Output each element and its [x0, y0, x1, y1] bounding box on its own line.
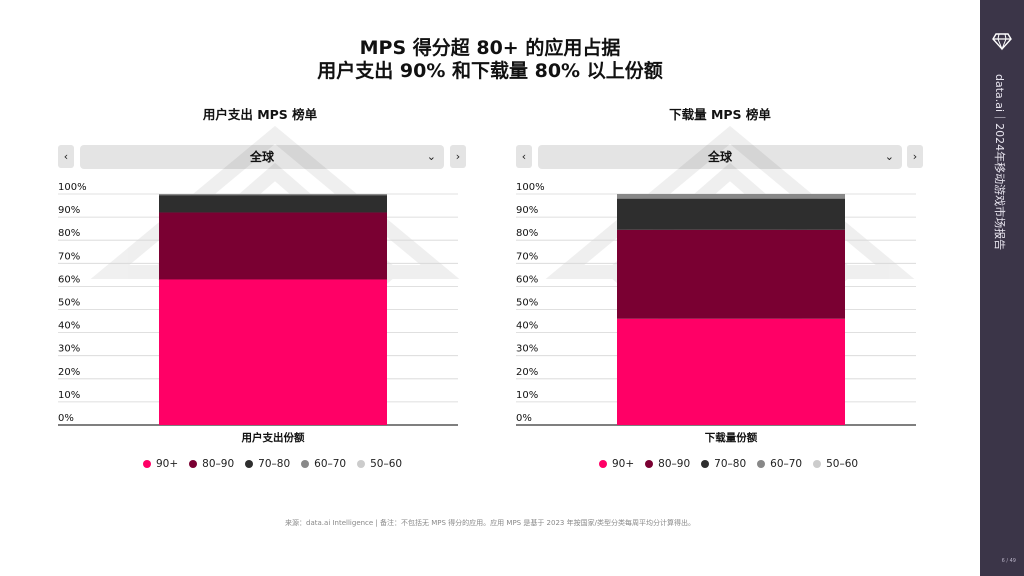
- y-tick-label: 30%: [58, 344, 80, 355]
- y-tick-label: 90%: [58, 205, 80, 216]
- legend-item: 80–90: [189, 458, 234, 470]
- legend-dot-icon: [245, 460, 254, 468]
- legend-label: 60–70: [314, 458, 347, 470]
- legend-label: 80–90: [202, 458, 235, 470]
- left-chart-title: 用户支出 MPS 榜单: [202, 107, 318, 122]
- sidebar-brand-text: data.ai｜2024年移动游戏市场报告: [993, 74, 1006, 251]
- y-tick-label: 100%: [516, 182, 545, 193]
- left-next-button[interactable]: ›: [450, 145, 466, 168]
- left-dropdown-value: 全球: [249, 150, 274, 164]
- y-tick-label: 50%: [58, 298, 80, 309]
- right-legend: 90+ 80–90 70–80 60–70 50–60: [599, 458, 869, 470]
- legend-dot-icon: [701, 460, 710, 468]
- right-prev-button[interactable]: ‹: [516, 145, 532, 168]
- legend-label: 50–60: [826, 458, 859, 470]
- y-tick-label: 0%: [516, 413, 532, 424]
- bar-segment-80–90: [617, 229, 845, 319]
- x-category-label: 下载量份额: [705, 431, 758, 444]
- legend-item: 50–60: [357, 458, 402, 470]
- legend-label: 60–70: [770, 458, 803, 470]
- legend-label: 70–80: [258, 458, 291, 470]
- legend-item: 90+: [143, 458, 178, 470]
- y-tick-label: 60%: [58, 274, 80, 285]
- y-tick-label: 100%: [58, 182, 87, 193]
- legend-dot-icon: [599, 460, 607, 468]
- y-tick-label: 40%: [58, 321, 80, 332]
- chevron-down-icon: ⌄: [884, 150, 894, 163]
- legend-item: 70–80: [245, 458, 290, 470]
- y-tick-label: 10%: [516, 390, 538, 401]
- spending-chart: 0% 10% 20% 30% 40% 50% 60% 70% 80% 90% 100% 用户支出份额: [58, 182, 458, 444]
- page-number: 6 / 49: [1001, 558, 1016, 564]
- legend-label: 50–60: [370, 458, 403, 470]
- bar-segment-60–70: [617, 194, 845, 199]
- legend-dot-icon: [143, 460, 151, 468]
- y-tick-label: 40%: [516, 321, 538, 332]
- legend-label: 80–90: [658, 458, 691, 470]
- y-tick-label: 30%: [516, 344, 538, 355]
- footnote: 来源：data.ai Intelligence | 备注：不包括无 MPS 得分…: [285, 519, 695, 527]
- right-chart-title: 下载量 MPS 榜单: [669, 107, 771, 122]
- legend-dot-icon: [357, 460, 366, 468]
- legend-dot-icon: [189, 460, 198, 468]
- right-dropdown-value: 全球: [707, 150, 732, 164]
- legend-label: 70–80: [714, 458, 747, 470]
- y-tick-label: 80%: [58, 228, 80, 239]
- y-tick-label: 70%: [58, 251, 80, 262]
- y-tick-label: 50%: [516, 298, 538, 309]
- y-tick-label: 20%: [516, 367, 538, 378]
- bar-segment-70–80: [617, 198, 845, 230]
- legend-item: 70–80: [701, 458, 746, 470]
- y-tick-label: 20%: [58, 367, 80, 378]
- y-tick-label: 0%: [58, 413, 74, 424]
- bar-segment-80–90: [159, 212, 387, 280]
- diamond-logo-icon: [992, 33, 1012, 51]
- stacked-bar-charts: 0%10%20%30%40%50%60%70%80%90%100%用户支出份额 …: [58, 125, 916, 444]
- bar-segment-70–80: [159, 195, 387, 213]
- downloads-chart: 0% 10% 20% 30% 40% 50% 60% 70% 80% 90% 100% 下载量份额: [516, 182, 916, 444]
- legend-item: 80–90: [645, 458, 690, 470]
- left-prev-button[interactable]: ‹: [58, 145, 74, 168]
- legend-dot-icon: [813, 460, 822, 468]
- y-tick-label: 60%: [516, 274, 538, 285]
- y-tick-label: 80%: [516, 228, 538, 239]
- bar-segment-60–70: [159, 194, 387, 196]
- chevron-down-icon: ⌄: [426, 150, 436, 163]
- legend-item: 50–60: [813, 458, 858, 470]
- left-legend: 90+ 80–90 70–80 60–70 50–60: [143, 458, 413, 470]
- right-region-dropdown[interactable]: 全球 ⌄: [538, 145, 902, 169]
- left-region-dropdown[interactable]: 全球 ⌄: [80, 145, 444, 169]
- legend-label: 90+: [156, 458, 179, 470]
- legend-item: 90+: [599, 458, 634, 470]
- legend-dot-icon: [757, 460, 766, 468]
- page-title-line1: MPS 得分超 80+ 的应用占据: [359, 37, 621, 59]
- page-title-line2: 用户支出 90% 和下载量 80% 以上份额: [317, 60, 663, 82]
- bar-segment-90+: [159, 279, 387, 425]
- y-tick-label: 10%: [58, 390, 80, 401]
- legend-dot-icon: [301, 460, 310, 468]
- y-tick-label: 70%: [516, 251, 538, 262]
- y-tick-label: 90%: [516, 205, 538, 216]
- sidebar: data.ai｜2024年移动游戏市场报告 6 / 49: [980, 0, 1024, 576]
- legend-item: 60–70: [301, 458, 346, 470]
- legend-label: 90+: [612, 458, 635, 470]
- bar-segment-90+: [617, 318, 845, 425]
- legend-dot-icon: [645, 460, 654, 468]
- legend-item: 60–70: [757, 458, 802, 470]
- x-category-label: 用户支出份额: [241, 431, 305, 444]
- right-next-button[interactable]: ›: [907, 145, 923, 168]
